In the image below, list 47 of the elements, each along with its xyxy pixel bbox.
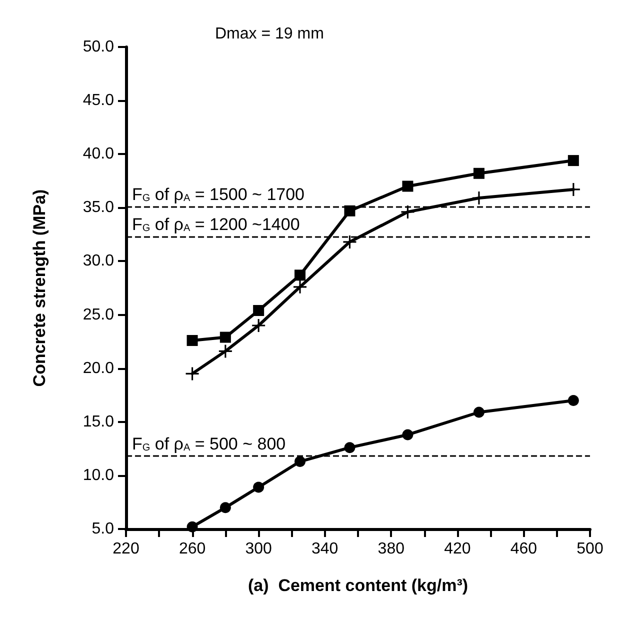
y-tick-label: 40.0 [82, 146, 114, 163]
point [253, 482, 264, 493]
x-tick-label: 220 [112, 540, 140, 558]
point [566, 182, 580, 196]
x-tick-label: 460 [510, 540, 538, 558]
point [568, 394, 579, 406]
point [294, 280, 306, 294]
point [343, 235, 356, 248]
y-tick-label: 25.0 [82, 306, 114, 324]
point [253, 304, 264, 316]
y-tick-label: 35.0 [82, 199, 114, 216]
point [294, 456, 306, 468]
point [186, 334, 198, 346]
y-axis-title: Concrete strength (MPa) [30, 189, 49, 387]
x-tick-label: 340 [312, 540, 338, 558]
point [186, 521, 198, 532]
y-tick-label: 50.0 [82, 38, 114, 56]
point [344, 205, 356, 216]
point [344, 442, 356, 454]
point [568, 155, 579, 166]
y-tick-label: 30.0 [82, 252, 114, 270]
text: Dmax = 19 mm [215, 26, 324, 42]
annotation: FG of ρA = 500 ~ 800 [132, 434, 286, 454]
point [402, 429, 414, 440]
x-tick-label: 260 [178, 540, 206, 558]
x-tick-label: 420 [444, 540, 471, 558]
point [186, 367, 199, 380]
point [402, 180, 414, 192]
point [473, 406, 484, 418]
point [220, 332, 231, 343]
point [218, 344, 232, 358]
x-tick-label: 500 [576, 540, 604, 558]
y-tick-label: 20.0 [82, 360, 114, 377]
y-tick-label: 10.0 [82, 466, 114, 484]
point [252, 318, 266, 332]
point [294, 270, 306, 281]
x-axis-title: (a) Cement content (kg/m³) [248, 576, 468, 595]
y-tick-label: 15.0 [82, 413, 114, 430]
x-tick-label: 380 [378, 540, 405, 558]
point [473, 168, 484, 179]
y-tick-label: 45.0 [82, 92, 114, 110]
point [472, 192, 486, 205]
y-tick-label: 5.0 [92, 520, 114, 538]
point [220, 502, 231, 514]
annotation: FG of ρA = 1200 ~1400 [132, 215, 300, 234]
annotation: FG of ρA = 1500 ~ 1700 [132, 185, 305, 204]
x-tick-label: 300 [245, 540, 272, 558]
